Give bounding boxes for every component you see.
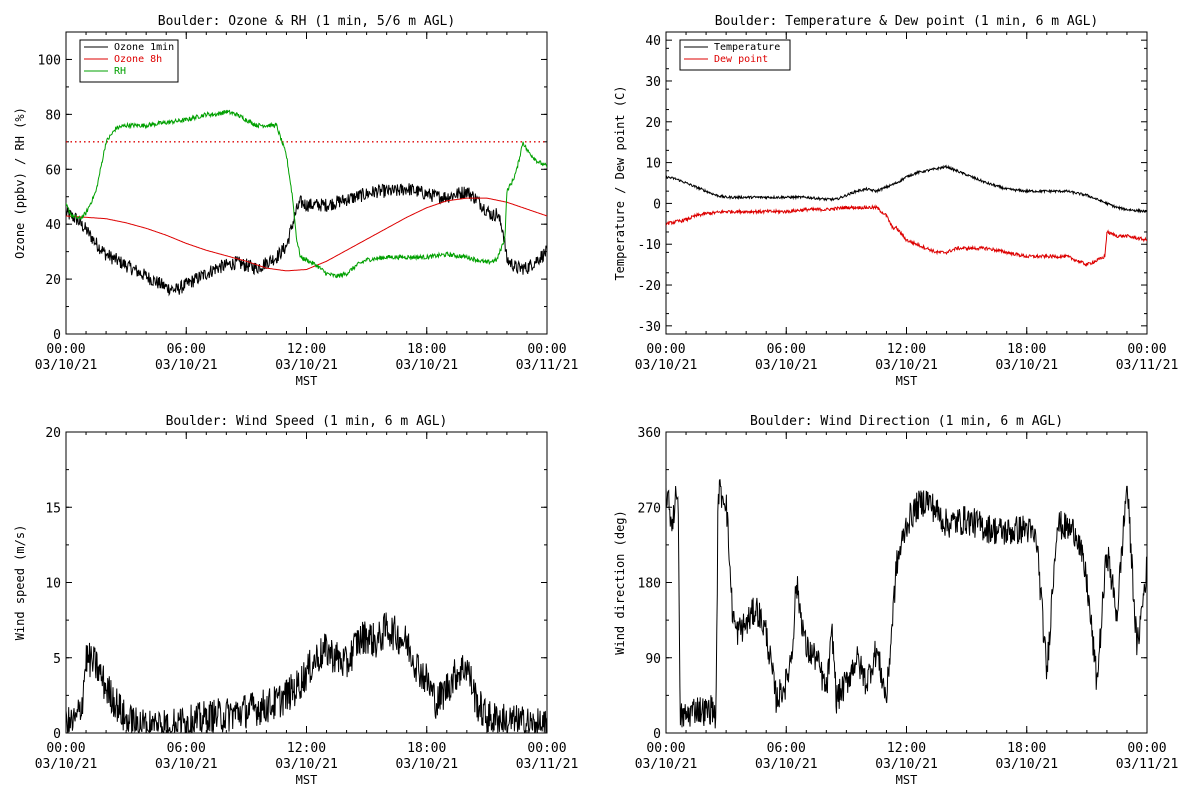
x-tick-time: 12:00 [287, 741, 326, 756]
x-tick-time: 12:00 [887, 342, 926, 357]
x-tick-time: 06:00 [167, 342, 206, 357]
y-tick-label: 80 [45, 108, 61, 123]
y-tick-label: -30 [638, 320, 661, 335]
y-axis-label: Wind direction (deg) [613, 510, 627, 655]
x-tick-date: 03/11/21 [1116, 358, 1179, 373]
x-tick-time: 00:00 [46, 741, 85, 756]
x-axis-label: MST [296, 773, 318, 787]
x-tick-time: 18:00 [407, 741, 446, 756]
x-tick-date: 03/10/21 [155, 757, 218, 772]
x-tick-date: 03/11/21 [516, 757, 579, 772]
series-line-1 [66, 183, 547, 297]
y-axis-label: Temperature / Dew point (C) [613, 85, 627, 280]
legend-entry: RH [114, 66, 126, 77]
x-tick-date: 03/10/21 [275, 358, 338, 373]
chart-panel-1: Boulder: Ozone & RH (1 min, 5/6 m AGL) 0 2… [13, 14, 578, 388]
y-tick-label: 40 [645, 34, 661, 49]
y-tick-label: 5 [53, 652, 61, 667]
chart-title: Boulder: Temperature & Dew point (1 min,… [715, 14, 1099, 29]
legend-box [679, 39, 791, 71]
x-tick-time: 00:00 [646, 342, 685, 357]
series-line-2 [66, 197, 547, 272]
x-axis-label: MST [896, 374, 918, 388]
x-tick-time: 18:00 [407, 342, 446, 357]
y-tick-label: 60 [45, 163, 61, 178]
chart-panel-2: Boulder: Temperature & Dew point (1 min,… [613, 14, 1178, 388]
x-tick-date: 03/10/21 [635, 358, 698, 373]
y-tick-label: -10 [638, 238, 661, 253]
x-tick-date: 03/11/21 [1116, 757, 1179, 772]
x-tick-time: 06:00 [167, 741, 206, 756]
x-axis-label: MST [896, 773, 918, 787]
legend-entry: Dew point [714, 54, 768, 65]
y-tick-label: 10 [645, 157, 661, 172]
y-tick-label: 0 [53, 328, 61, 343]
y-tick-label: 15 [45, 501, 61, 516]
x-tick-time: 06:00 [767, 342, 806, 357]
y-axis-label: Wind speed (m/s) [13, 525, 27, 641]
x-tick-date: 03/10/21 [275, 757, 338, 772]
x-tick-date: 03/10/21 [755, 358, 818, 373]
x-tick-time: 00:00 [527, 342, 566, 357]
x-tick-time: 12:00 [887, 741, 926, 756]
series-line-2 [666, 204, 1147, 268]
x-tick-date: 03/10/21 [635, 757, 698, 772]
y-tick-label: 360 [638, 426, 661, 441]
y-tick-label: 40 [45, 218, 61, 233]
x-tick-time: 00:00 [646, 741, 685, 756]
legend-entry: Ozone 1min [114, 42, 174, 53]
chart-title: Boulder: Wind Speed (1 min, 6 m AGL) [166, 414, 448, 429]
x-tick-date: 03/10/21 [875, 757, 938, 772]
x-axis-label: MST [296, 374, 318, 388]
legend-entry: Ozone 8h [114, 54, 162, 65]
x-tick-time: 18:00 [1007, 342, 1046, 357]
y-tick-label: 30 [645, 75, 661, 90]
series-line-1 [666, 479, 1147, 729]
x-tick-date: 03/10/21 [155, 358, 218, 373]
x-tick-time: 18:00 [1007, 741, 1046, 756]
y-tick-label: 100 [38, 53, 61, 68]
y-tick-label: 0 [653, 197, 661, 212]
x-tick-time: 00:00 [46, 342, 85, 357]
y-axis-label: Ozone (ppbv) / RH (%) [13, 107, 27, 259]
y-tick-label: 180 [638, 577, 661, 592]
series-line-1 [666, 164, 1147, 214]
y-tick-label: -20 [638, 279, 661, 294]
y-tick-label: 0 [53, 727, 61, 742]
y-tick-label: 20 [45, 426, 61, 441]
chart-title: Boulder: Wind Direction (1 min, 6 m AGL) [750, 414, 1063, 429]
x-tick-time: 12:00 [287, 342, 326, 357]
x-tick-date: 03/10/21 [755, 757, 818, 772]
series-line-3 [66, 109, 547, 279]
y-tick-label: 10 [45, 577, 61, 592]
x-tick-date: 03/10/21 [395, 757, 458, 772]
x-tick-date: 03/10/21 [35, 358, 98, 373]
x-tick-date: 03/10/21 [395, 358, 458, 373]
x-tick-date: 03/11/21 [516, 358, 579, 373]
y-tick-label: 270 [638, 501, 661, 516]
y-tick-label: 20 [45, 273, 61, 288]
y-tick-label: 90 [645, 652, 661, 667]
x-tick-time: 00:00 [1127, 342, 1166, 357]
x-tick-time: 00:00 [527, 741, 566, 756]
chart-title: Boulder: Ozone & RH (1 min, 5/6 m AGL) [158, 14, 455, 29]
x-tick-time: 06:00 [767, 741, 806, 756]
x-tick-date: 03/10/21 [995, 358, 1058, 373]
chart-panel-4: Boulder: Wind Direction (1 min, 6 m AGL)… [613, 414, 1178, 787]
chart-panel-3: Boulder: Wind Speed (1 min, 6 m AGL) 0 5 10… [13, 414, 578, 787]
y-tick-label: 20 [645, 116, 661, 131]
legend-entry: Temperature [714, 42, 780, 53]
x-tick-date: 03/10/21 [35, 757, 98, 772]
plot-frame [665, 31, 1148, 335]
plot-frame [665, 431, 1148, 734]
x-tick-time: 00:00 [1127, 741, 1166, 756]
x-tick-date: 03/10/21 [995, 757, 1058, 772]
y-tick-label: 0 [653, 727, 661, 742]
x-tick-date: 03/10/21 [875, 358, 938, 373]
series-line-1 [66, 612, 547, 733]
